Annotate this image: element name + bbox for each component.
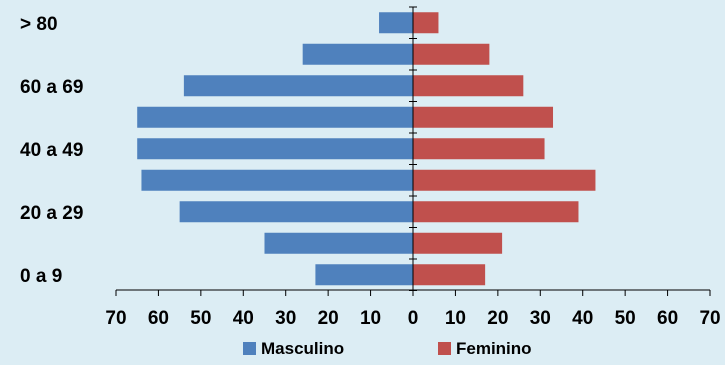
bar-feminino-4 <box>413 138 545 160</box>
bar-masculino-1 <box>264 232 413 254</box>
legend-swatch-masculino <box>243 342 256 355</box>
x-tick-label: 10 <box>445 308 466 329</box>
bar-feminino-0 <box>413 264 486 286</box>
bar-masculino-8 <box>379 12 413 34</box>
legend-label-masculino: Masculino <box>261 339 344 358</box>
x-tick-label: 70 <box>105 308 126 329</box>
legend-label-feminino: Feminino <box>456 339 532 358</box>
x-tick-label: 40 <box>572 308 593 329</box>
bar-feminino-5 <box>413 106 554 128</box>
x-tick-labels: 70 60 50 40 30 20 10 0 10 20 30 40 50 60 70 <box>105 308 720 329</box>
x-tick-label: 70 <box>699 308 720 329</box>
category-label: 40 a 49 <box>20 140 83 161</box>
x-tick-label: 50 <box>615 308 636 329</box>
category-label: 20 a 29 <box>20 203 83 224</box>
bar-feminino-2 <box>413 201 579 223</box>
bar-masculino-4 <box>137 138 413 160</box>
bar-feminino-1 <box>413 232 503 254</box>
x-tick-label: 10 <box>360 308 381 329</box>
x-tick-label: 60 <box>657 308 678 329</box>
x-tick-label: 40 <box>233 308 254 329</box>
bar-masculino-2 <box>179 201 413 223</box>
x-tick-label: 60 <box>148 308 169 329</box>
x-tick-label: 30 <box>275 308 296 329</box>
category-label: > 80 <box>20 14 58 35</box>
legend: Masculino Feminino <box>243 339 532 358</box>
bar-masculino-0 <box>315 264 413 286</box>
x-tick-label: 20 <box>318 308 339 329</box>
bar-masculino-7 <box>302 43 413 65</box>
bar-masculino-5 <box>137 106 413 128</box>
category-label: 60 a 69 <box>20 77 83 98</box>
category-label: 0 a 9 <box>20 266 62 287</box>
bar-masculino-6 <box>183 75 413 97</box>
axes-group <box>115 6 711 296</box>
bar-feminino-6 <box>413 75 524 97</box>
legend-swatch-feminino <box>438 342 451 355</box>
bar-masculino-3 <box>141 169 413 191</box>
category-labels: 0 a 9 20 a 29 40 a 49 60 a 69 > 80 <box>20 14 83 287</box>
x-tick-label: 30 <box>530 308 551 329</box>
bar-feminino-7 <box>413 43 490 65</box>
bar-feminino-3 <box>413 169 596 191</box>
x-tick-label: 0 <box>408 308 419 329</box>
bars-group <box>137 12 596 286</box>
bar-feminino-8 <box>413 12 439 34</box>
x-tick-label: 50 <box>190 308 211 329</box>
x-tick-label: 20 <box>487 308 508 329</box>
